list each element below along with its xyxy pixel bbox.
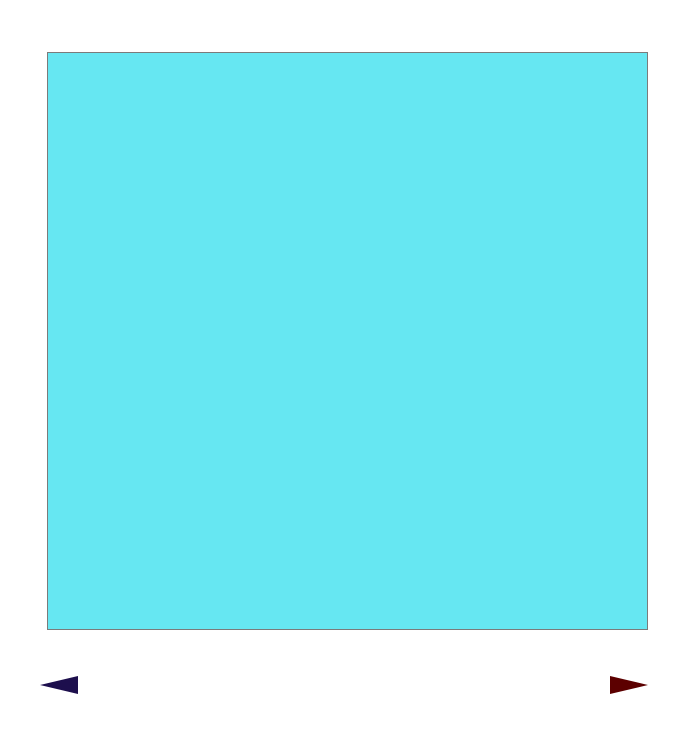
- map-plot-area[interactable]: [47, 52, 648, 630]
- colorbar-block: [40, 660, 648, 708]
- colorbar-tick-labels: [78, 685, 610, 699]
- colorbar-low-extend-arrow: [40, 676, 78, 694]
- y-axis-labels: [0, 52, 42, 630]
- colorbar-high-extend-arrow: [610, 676, 648, 694]
- map-gridlines: [48, 53, 647, 629]
- x-axis-labels: [47, 634, 648, 650]
- colorbar-strip: [40, 676, 648, 695]
- colorbar-ticks: [78, 679, 610, 684]
